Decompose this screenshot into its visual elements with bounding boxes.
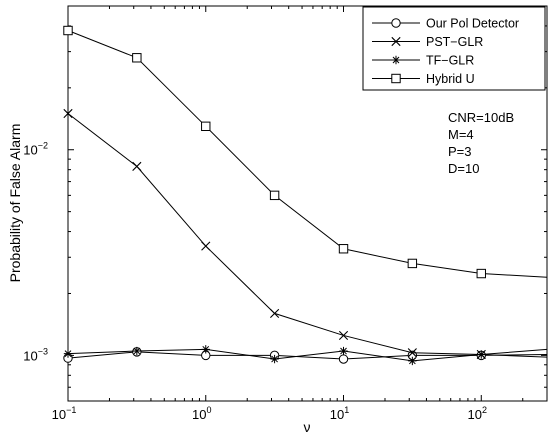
- data-point: [132, 53, 142, 63]
- data-point: [407, 348, 417, 358]
- x-axis-label: ν: [304, 419, 311, 435]
- data-point: [338, 244, 349, 254]
- legend-label: PST−GLR: [426, 35, 483, 49]
- annotation-text: CNR=10dB: [448, 110, 514, 125]
- legend: Our Pol Detector PST−GLR TF−GLR Hybrid U: [362, 6, 546, 91]
- data-point: [338, 354, 349, 364]
- x-tick-label: 100: [192, 405, 211, 422]
- series-star: [63, 345, 548, 366]
- legend-marker: [391, 55, 401, 65]
- legend-label: TF−GLR: [426, 54, 474, 68]
- data-point: [201, 345, 210, 354]
- data-point: [63, 349, 73, 358]
- y-tick-label: 10−2: [23, 141, 48, 158]
- data-point: [201, 121, 211, 132]
- data-point: [63, 25, 73, 36]
- data-point: [338, 330, 349, 341]
- annotation-text: P=3: [448, 144, 472, 159]
- annotation-text: D=10: [448, 161, 479, 176]
- series-line: [67, 30, 548, 278]
- legend-marker: [391, 73, 401, 84]
- series-layer: [63, 25, 548, 366]
- legend-marker: [391, 18, 401, 28]
- data-point: [407, 258, 418, 269]
- data-point: [269, 190, 280, 201]
- data-point: [408, 356, 417, 366]
- data-point: [132, 346, 142, 356]
- data-point: [339, 346, 348, 356]
- annotation-text: M=4: [448, 127, 474, 142]
- y-tick-label: 10−3: [23, 346, 48, 363]
- x-tick-label: 10−1: [52, 405, 77, 422]
- series-line: [67, 348, 548, 362]
- data-point: [270, 354, 279, 364]
- series-square: [63, 25, 548, 279]
- data-point: [477, 350, 486, 359]
- legend-label: Our Pol Detector: [426, 17, 519, 31]
- legend-marker: [391, 36, 401, 47]
- series-line: [67, 113, 548, 358]
- data-point: [270, 308, 280, 318]
- data-point: [132, 161, 142, 171]
- y-axis-label: Probability of False Alarm: [7, 124, 23, 283]
- x-tick-label: 102: [468, 405, 487, 422]
- data-point: [63, 108, 73, 119]
- x-tick-label: 101: [330, 405, 349, 422]
- annotation-layer: CNR=10dB M=4 P=3 D=10: [448, 110, 514, 176]
- data-point: [201, 241, 211, 251]
- ticks-layer: 10−1 100 101 102 10−3 10−2: [23, 5, 548, 422]
- data-point: [476, 268, 486, 279]
- legend-label: Hybrid U: [426, 72, 475, 86]
